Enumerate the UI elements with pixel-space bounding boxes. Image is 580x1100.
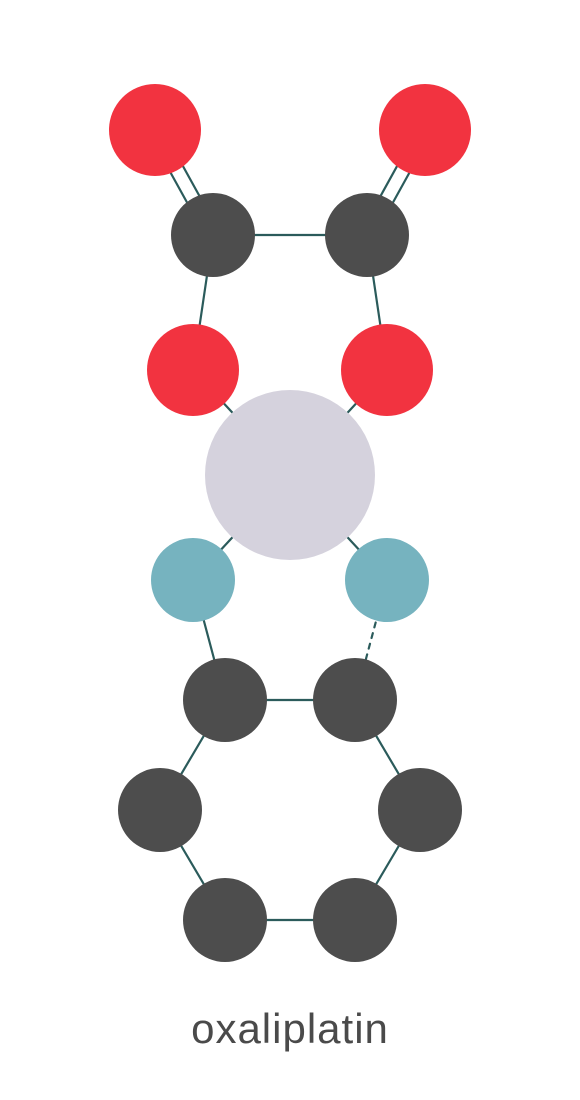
atom-c — [325, 193, 409, 277]
atom-c — [378, 768, 462, 852]
atom-c — [183, 658, 267, 742]
atom-n — [345, 538, 429, 622]
molecule-svg — [0, 0, 580, 1100]
atoms-group — [109, 84, 471, 962]
molecule-name-label: oxaliplatin — [0, 1005, 580, 1053]
atom-c — [118, 768, 202, 852]
atom-pt — [205, 390, 375, 560]
atom-c — [171, 193, 255, 277]
molecule-canvas: oxaliplatin — [0, 0, 580, 1100]
atom-o — [379, 84, 471, 176]
atom-o — [109, 84, 201, 176]
atom-o — [147, 324, 239, 416]
atom-n — [151, 538, 235, 622]
atom-c — [313, 658, 397, 742]
atom-c — [313, 878, 397, 962]
atom-c — [183, 878, 267, 962]
atom-o — [341, 324, 433, 416]
